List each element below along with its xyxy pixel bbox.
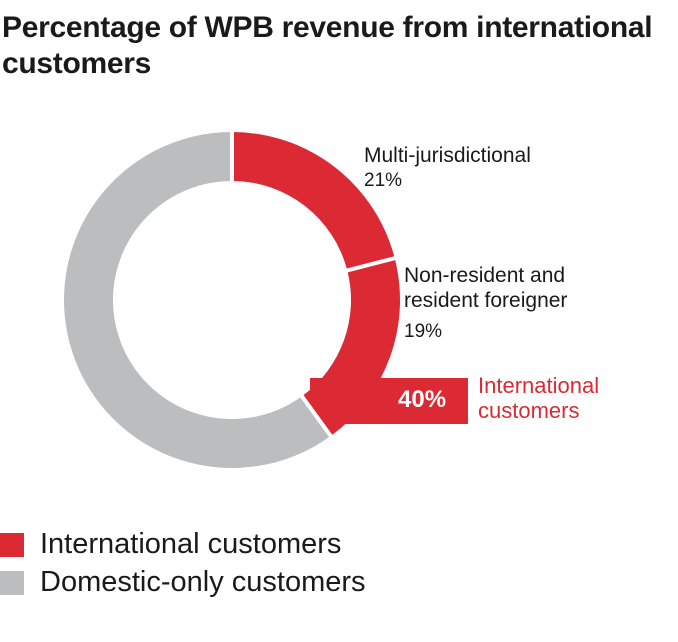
legend-label-domestic: Domestic-only customers — [40, 566, 366, 598]
slice-separator — [344, 255, 398, 273]
donut-slice-2 — [63, 132, 331, 469]
slice-label-multi-value: 21% — [364, 170, 403, 191]
legend-item-domestic: Domestic-only customers — [0, 566, 366, 599]
chart-title: Percentage of WPB revenue from internati… — [2, 11, 653, 80]
slice-label-multi: Multi-jurisdictional 21% — [364, 143, 531, 193]
donut-slice-1 — [301, 258, 401, 436]
legend-swatch-international — [0, 532, 24, 557]
slice-label-nonresident: Non-resident and resident foreigner 19% — [404, 263, 594, 344]
donut-slice-0 — [232, 132, 395, 271]
slice-label-multi-name: Multi-jurisdictional — [364, 144, 531, 167]
slice-separator — [299, 393, 334, 439]
slice-label-nonresident-name: Non-resident and resident foreigner — [404, 264, 568, 312]
slice-label-nonresident-value: 19% — [404, 321, 443, 342]
international-total-value: 40% — [398, 386, 447, 413]
legend-item-international: International customers — [0, 528, 341, 561]
legend-label-international: International customers — [40, 528, 342, 560]
international-total-label: International customers — [478, 373, 600, 423]
legend-swatch-domestic — [0, 570, 24, 595]
